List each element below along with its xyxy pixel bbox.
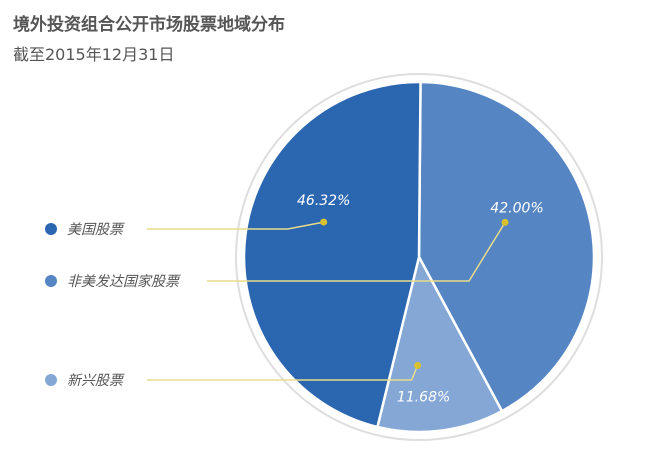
data-label-1: 42.00% xyxy=(490,200,543,216)
pie-slice-0[interactable] xyxy=(242,80,422,429)
pie-slice-1[interactable] xyxy=(417,80,596,413)
leader-line-0 xyxy=(147,221,324,230)
leader-line-1 xyxy=(207,222,506,282)
legend-marker-2 xyxy=(45,374,57,386)
legend-label-0: 美国股票 xyxy=(67,222,125,238)
leader-line-2 xyxy=(147,365,419,381)
chart-title: 境外投资组合公开市场股票地域分布 xyxy=(13,15,285,35)
leader-dot-1 xyxy=(501,218,509,226)
leader-dot-0 xyxy=(320,218,328,226)
legend-label-1: 非美发达国家股票 xyxy=(67,274,181,290)
data-label-2: 11.68% xyxy=(397,389,450,405)
data-label-0: 46.32% xyxy=(297,193,350,209)
legend-marker-1 xyxy=(45,275,57,287)
pie-outer-ring xyxy=(235,73,603,441)
chart-subtitle: 截至2015年12月31日 xyxy=(13,45,175,64)
leader-dot-2 xyxy=(414,361,422,369)
legend-marker-0 xyxy=(45,223,57,235)
legend-label-2: 新兴股票 xyxy=(67,373,125,389)
